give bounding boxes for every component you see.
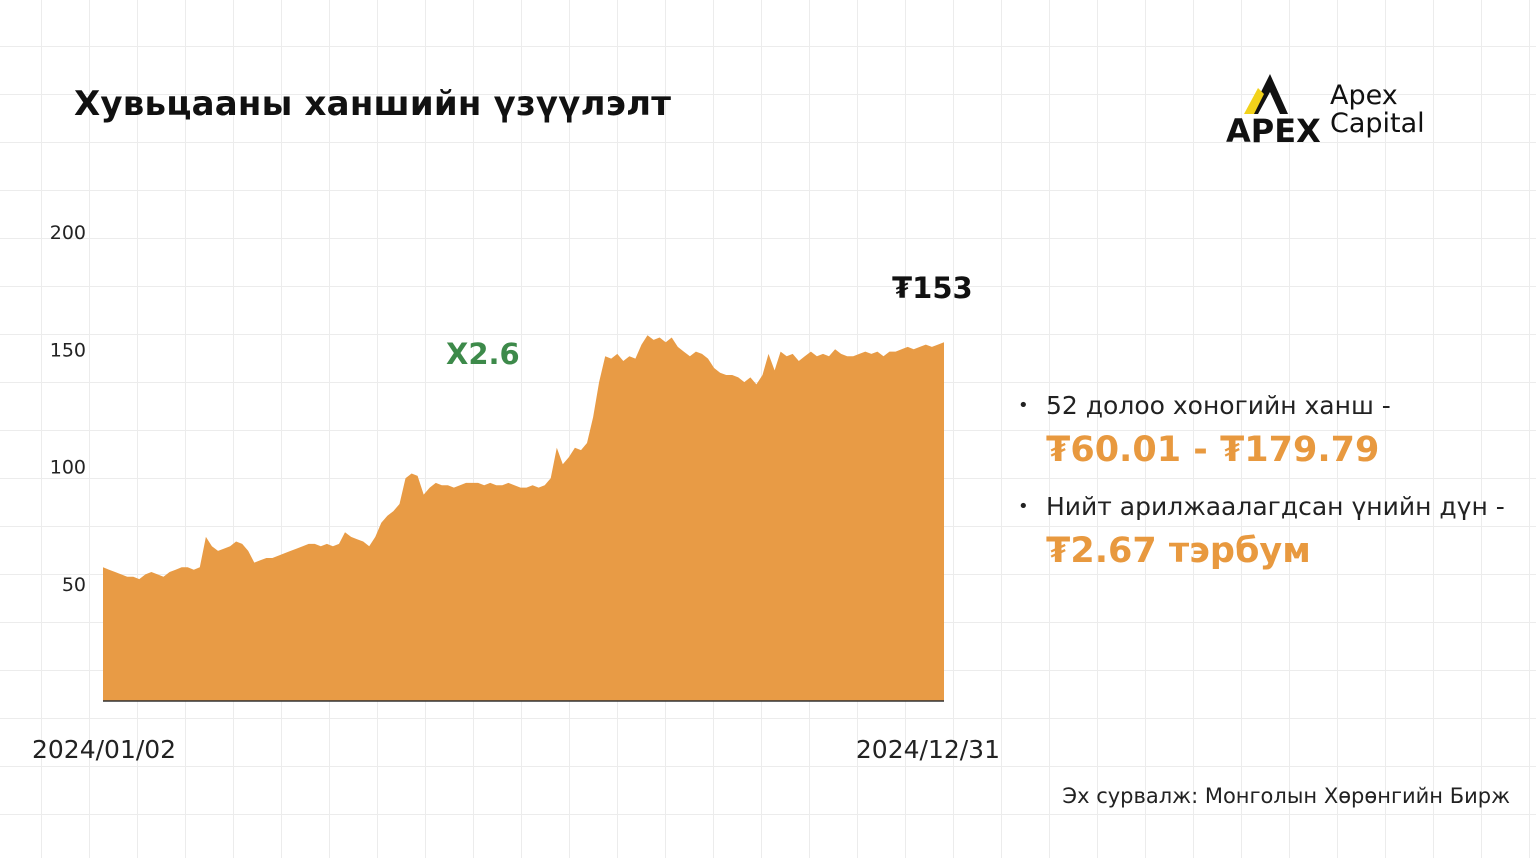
- y-tick-label: 50: [62, 574, 86, 596]
- bullet-icon: •: [1018, 496, 1029, 517]
- y-axis-ticks: 200 150 100 50: [50, 222, 86, 596]
- price-area-series: [103, 335, 944, 701]
- key-facts-list: • 52 долоо хоногийн ханш - ₮60.01 - ₮179…: [1018, 384, 1518, 586]
- page-title: Хувьцааны ханшийн үзүүлэлт: [74, 84, 672, 124]
- y-tick-label: 150: [50, 339, 86, 361]
- apex-logo-mark-icon: APEX: [1226, 74, 1321, 150]
- y-tick-label: 100: [50, 457, 86, 479]
- fact-label: 52 долоо хоногийн ханш -: [1046, 391, 1391, 420]
- logo-mark-text: APEX: [1226, 112, 1321, 150]
- last-price-annotation: ₮153: [892, 271, 973, 305]
- fact-52-week-range: • 52 долоо хоногийн ханш - ₮60.01 - ₮179…: [1018, 384, 1518, 475]
- logo-name: Apex Capital: [1330, 82, 1425, 138]
- bullet-icon: •: [1018, 395, 1029, 416]
- x-tick-end: 2024/12/31: [856, 735, 1000, 764]
- fact-value: ₮2.67 тэрбум: [1046, 531, 1311, 571]
- y-tick-label: 200: [50, 222, 86, 244]
- source-note: Эх сурвалж: Монголын Хөрөнгийн Бирж: [1062, 784, 1510, 808]
- multiple-annotation: X2.6: [446, 337, 520, 371]
- logo-name-line2: Capital: [1330, 108, 1425, 139]
- apex-capital-logo: APEX Apex Capital: [1224, 70, 1464, 150]
- fact-value: ₮60.01 - ₮179.79: [1046, 430, 1380, 470]
- fact-total-traded-value: • Нийт арилжаалагдсан үнийн дүн - ₮2.67 …: [1018, 485, 1518, 576]
- logo-name-line1: Apex: [1330, 80, 1398, 111]
- fact-label: Нийт арилжаалагдсан үнийн дүн -: [1046, 492, 1505, 521]
- x-tick-start: 2024/01/02: [32, 735, 176, 764]
